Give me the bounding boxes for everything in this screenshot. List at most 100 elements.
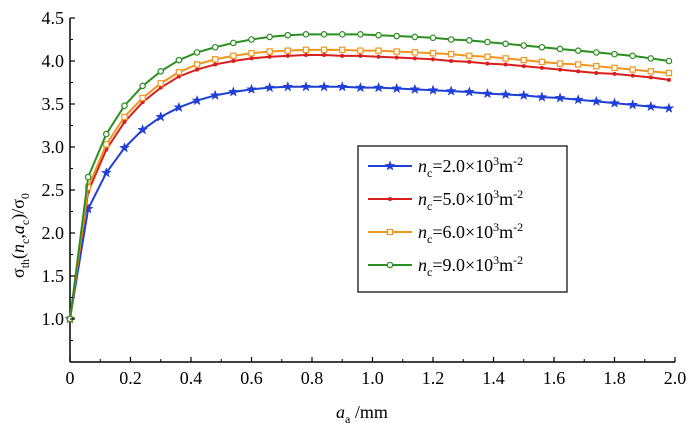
- data-point: [320, 31, 328, 38]
- data-point: [302, 31, 310, 38]
- data-point: [230, 52, 237, 60]
- data-point: [520, 42, 528, 49]
- data-point: [481, 87, 493, 99]
- data-point: [429, 34, 437, 42]
- data-point: [357, 47, 364, 54]
- data-point: [303, 52, 308, 57]
- data-point: [284, 47, 292, 54]
- data-point: [100, 167, 112, 178]
- data-point: [465, 37, 473, 44]
- data-point: [593, 62, 600, 70]
- data-point: [267, 54, 272, 59]
- data-point: [193, 61, 201, 68]
- data-point: [467, 59, 472, 64]
- data-point: [429, 50, 437, 57]
- data-point: [536, 91, 548, 102]
- data-point: [445, 85, 457, 96]
- data-point: [375, 31, 382, 39]
- data-point: [485, 61, 490, 66]
- data-point: [411, 33, 419, 41]
- data-point: [230, 39, 237, 47]
- data-point: [412, 56, 417, 61]
- data-point: [248, 36, 255, 43]
- x-tick-label: 0.8: [301, 368, 324, 388]
- x-tick-label: 1.0: [361, 368, 384, 388]
- y-tick-label: 2.0: [42, 223, 65, 243]
- data-point: [121, 102, 128, 110]
- data-point: [518, 89, 530, 101]
- data-point: [320, 46, 328, 54]
- data-point: [285, 53, 290, 58]
- data-point: [195, 67, 200, 72]
- data-point: [137, 124, 149, 135]
- data-point: [502, 40, 509, 48]
- data-point: [663, 102, 675, 113]
- data-point: [318, 81, 330, 92]
- data-point: [266, 48, 273, 55]
- data-point: [574, 47, 582, 54]
- data-point: [118, 142, 130, 153]
- data-point: [630, 73, 635, 78]
- data-point: [394, 55, 399, 60]
- data-point: [521, 64, 526, 69]
- data-point: [554, 92, 566, 103]
- data-point: [520, 56, 527, 64]
- data-point: [158, 85, 163, 90]
- legend: nc=2.0×103m-2 nc=5.0×103m-2 nc=6.0×103m-2 n…: [357, 145, 568, 293]
- data-point: [121, 113, 128, 121]
- data-point: [155, 111, 167, 122]
- data-point: [388, 197, 392, 201]
- data-point: [648, 75, 653, 80]
- data-point: [209, 89, 221, 101]
- data-point: [340, 53, 345, 58]
- data-point: [103, 141, 110, 148]
- data-point: [122, 120, 127, 125]
- data-point: [284, 31, 292, 39]
- x-tick-label: 2.0: [664, 368, 687, 388]
- x-axis-title: aa /mm: [336, 402, 388, 426]
- data-point: [409, 83, 421, 95]
- legend-item: nc=5.0×103m-2: [368, 187, 523, 213]
- data-point: [358, 53, 363, 58]
- data-point: [427, 84, 439, 95]
- series-4: [66, 31, 673, 323]
- series-3: [66, 46, 673, 323]
- data-point: [139, 82, 146, 90]
- legend-item: nc=9.0×103m-2: [368, 253, 523, 279]
- data-point: [175, 56, 183, 64]
- data-point: [558, 67, 563, 72]
- data-point: [556, 60, 564, 67]
- data-point: [611, 50, 618, 58]
- data-point: [572, 93, 584, 105]
- data-point: [248, 50, 255, 57]
- data-point: [211, 43, 219, 51]
- data-point: [176, 74, 181, 79]
- data-point: [302, 46, 310, 54]
- x-tick-label: 1.8: [603, 368, 626, 388]
- y-tick-label: 3.0: [42, 137, 65, 157]
- data-point: [590, 95, 602, 107]
- data-point: [173, 101, 185, 113]
- data-point: [612, 71, 617, 76]
- data-point: [629, 66, 636, 73]
- data-point: [431, 57, 435, 62]
- data-point: [282, 81, 294, 92]
- data-point: [322, 52, 327, 57]
- ticks-layer: 0 0.2 0.4 0.6 0.8 1.0 1.2 1.4 1.6 1.8 2.0 1.0 1.5 2.0…: [42, 8, 687, 388]
- data-point: [539, 65, 544, 70]
- data-point: [645, 100, 657, 112]
- data-point: [339, 46, 346, 54]
- data-point: [375, 47, 382, 54]
- data-point: [627, 99, 639, 110]
- data-point: [484, 38, 491, 46]
- data-point: [157, 80, 164, 87]
- data-point: [386, 261, 394, 269]
- data-point: [386, 228, 394, 236]
- y-tick-label: 4.0: [42, 51, 65, 71]
- series-line: [69, 53, 670, 320]
- data-point: [246, 83, 257, 95]
- data-point: [484, 53, 491, 60]
- data-point: [227, 86, 239, 97]
- x-tick-label: 1.2: [422, 368, 445, 388]
- x-tick-label: 1.6: [543, 368, 566, 388]
